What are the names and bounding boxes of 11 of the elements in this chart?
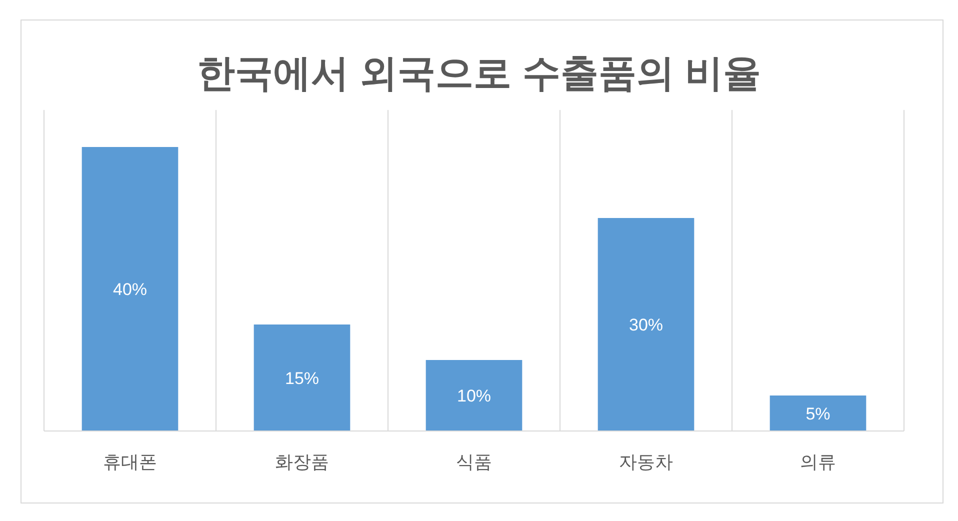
x-tick-label: 휴대폰 — [103, 452, 157, 472]
x-tick-label: 자동차 — [619, 452, 673, 472]
title: 한국에서 외국으로 수출품의 비율 — [197, 53, 761, 95]
x-tick-label: 화장품 — [275, 452, 329, 472]
data-label: 40% — [112, 280, 148, 299]
data-label: 15% — [284, 368, 320, 388]
x-tick-label: 식품 — [456, 452, 492, 472]
x-tick-label: 의류 — [800, 452, 836, 472]
data-label: 10% — [456, 386, 492, 406]
data-label: 5% — [806, 404, 830, 424]
data-label: 30% — [628, 316, 664, 334]
